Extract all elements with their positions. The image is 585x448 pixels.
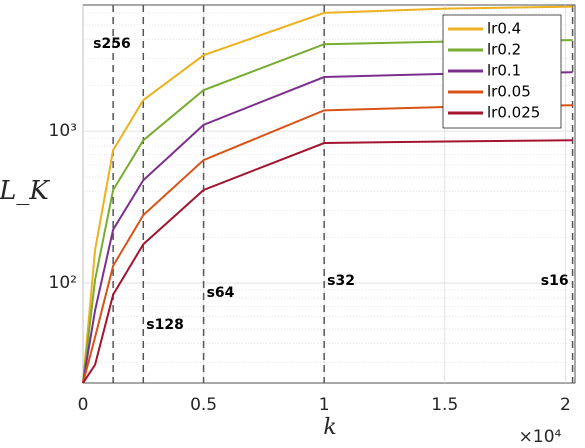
x-tick-label: 0.5 xyxy=(190,395,217,415)
x-axis-label: k xyxy=(323,415,336,440)
legend-label: lr0.025 xyxy=(487,104,540,122)
x-exponent: ×10⁴ xyxy=(519,427,562,447)
x-tick-label: 1.5 xyxy=(431,395,458,415)
series-line xyxy=(82,39,573,384)
y-tick-label: 10³ xyxy=(49,121,77,141)
series-line xyxy=(82,5,573,384)
x-tick-label: 0 xyxy=(78,395,89,415)
legend-label: lr0.2 xyxy=(487,41,521,59)
legend-label: lr0.1 xyxy=(487,62,521,80)
annotation: s64 xyxy=(207,285,235,301)
series-line xyxy=(82,139,573,384)
y-tick-label: 10² xyxy=(49,273,77,293)
series-line xyxy=(82,104,573,384)
series-line xyxy=(82,71,573,384)
x-tick-label: 1 xyxy=(319,395,330,415)
x-tick-label: 2 xyxy=(560,395,571,415)
annotation: s32 xyxy=(327,273,355,289)
annotation: s16 xyxy=(541,273,569,289)
y-axis-label: L_K xyxy=(0,176,50,206)
legend-label: lr0.4 xyxy=(487,20,521,38)
annotation: s128 xyxy=(146,317,184,333)
annotation: s256 xyxy=(93,36,131,52)
legend-label: lr0.05 xyxy=(487,83,531,101)
